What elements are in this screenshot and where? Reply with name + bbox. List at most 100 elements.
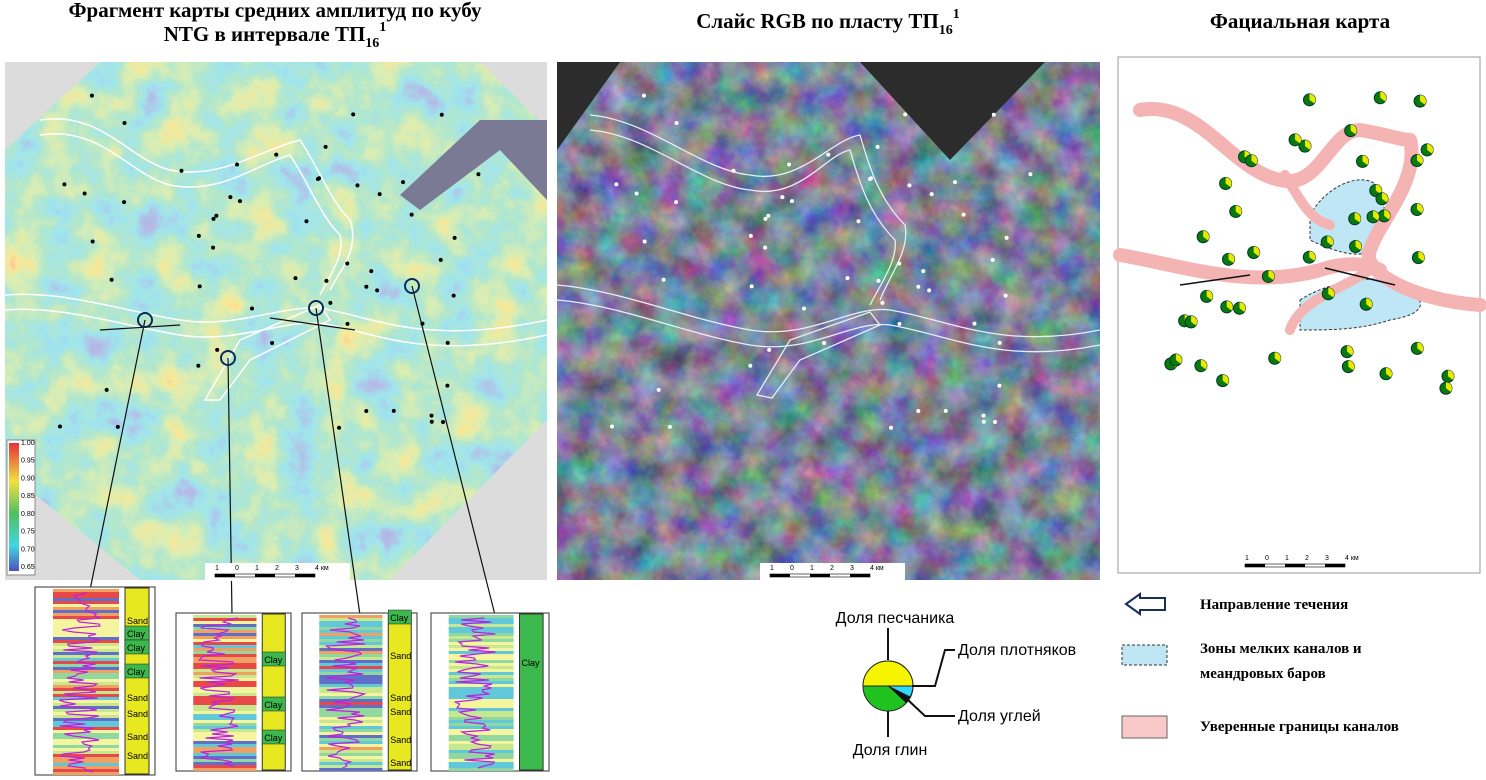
title: Фрагмент карты средних амплитуд по кубу <box>69 0 482 22</box>
well-dot <box>763 216 768 221</box>
well-dot <box>122 121 127 126</box>
log-band <box>319 759 383 762</box>
lith-clay <box>388 609 412 625</box>
well-pie-sand <box>1304 140 1311 150</box>
well-pie-sand <box>1382 192 1389 203</box>
log-band <box>448 723 514 726</box>
scale-label: 0 <box>1265 555 1269 562</box>
log-band <box>53 634 119 637</box>
log-band <box>53 652 119 655</box>
log-band <box>193 714 257 717</box>
scale-label: 1 <box>770 565 774 572</box>
well-dot <box>981 413 986 418</box>
lith-label: Sand <box>390 693 411 703</box>
well-pie-sand <box>1348 360 1355 371</box>
log-band <box>319 681 383 684</box>
log-band <box>319 753 383 756</box>
log-band <box>448 615 514 618</box>
well-dot <box>445 383 450 388</box>
well-dot <box>197 284 202 289</box>
log-band <box>448 708 514 711</box>
log-band <box>448 669 514 672</box>
well-dot <box>748 233 753 238</box>
well-dot <box>109 277 114 282</box>
well-dot <box>345 261 350 266</box>
well-dot <box>82 191 87 196</box>
well-dot <box>674 121 679 126</box>
log-band <box>193 687 257 690</box>
log-band <box>53 643 119 646</box>
well-pie-sand <box>1375 184 1382 195</box>
well-pie-sand <box>1295 133 1302 144</box>
well-dot <box>429 419 434 424</box>
well-dot <box>211 245 216 250</box>
log-curve <box>324 617 367 769</box>
log-band <box>319 714 383 717</box>
log-band <box>193 651 257 654</box>
log-band <box>53 766 119 769</box>
scale-bar-seg <box>255 574 275 577</box>
colorbar-label: 0.90 <box>21 475 35 482</box>
log-band <box>448 744 514 747</box>
log-band <box>319 675 383 678</box>
well-dot <box>907 183 912 188</box>
log-band <box>193 702 257 705</box>
well-dot <box>328 300 333 305</box>
colorbar-label: 0.95 <box>21 458 35 465</box>
well-dot <box>351 112 356 117</box>
log-band <box>53 703 119 706</box>
well-pie-sand <box>1309 93 1316 104</box>
lith-label: Clay <box>264 700 283 710</box>
log-band <box>319 633 383 636</box>
log-band <box>319 756 383 759</box>
log-band <box>448 684 514 687</box>
log-band <box>319 684 383 687</box>
pie-sand <box>862 660 914 687</box>
well-pie-sand <box>1203 230 1210 241</box>
pie-label: Доля глин <box>853 742 928 759</box>
well-dot <box>369 269 374 274</box>
well-pie-sand <box>1328 287 1335 298</box>
log-band <box>193 729 257 732</box>
well-dot <box>249 306 254 311</box>
log-band <box>193 684 257 687</box>
log-band <box>319 762 383 765</box>
pie-leader <box>887 628 955 737</box>
well-dot <box>748 363 753 368</box>
legend-label: Направление течения <box>1200 597 1348 613</box>
log-band <box>448 633 514 636</box>
scale-label: 3 <box>1325 555 1329 562</box>
well-dot <box>990 257 995 262</box>
well-dot <box>377 192 382 197</box>
scale-bar: 1 0 1 2 3 4 км <box>214 565 329 578</box>
log-band <box>448 630 514 633</box>
scale-bar-seg <box>215 574 235 577</box>
log-band <box>193 750 257 753</box>
log-band <box>193 705 257 708</box>
log-band <box>448 753 514 756</box>
well-pie-sand <box>1373 210 1380 221</box>
well-dot <box>1003 293 1008 298</box>
log-band <box>53 718 119 721</box>
log-band <box>319 711 383 714</box>
log-band <box>319 618 383 621</box>
log-band <box>193 627 257 630</box>
scale-label: 4 км <box>315 565 329 572</box>
log-band <box>53 595 119 598</box>
log-band <box>193 717 257 720</box>
legend-label: Уверенные границы каналов <box>1200 719 1399 735</box>
well-pie-sand <box>1366 298 1373 308</box>
well-dot <box>445 340 450 345</box>
well-dot <box>614 182 619 187</box>
log-band <box>53 727 119 730</box>
scale-bar-seg <box>810 574 830 577</box>
well-dot <box>122 200 127 205</box>
log-curve <box>197 617 240 769</box>
log-band <box>319 735 383 738</box>
log-band <box>319 738 383 741</box>
log-band <box>448 702 514 705</box>
log-band <box>319 657 383 660</box>
well-dot <box>215 347 220 352</box>
lith-label: Sand <box>127 732 148 742</box>
scale-label: 3 <box>850 565 854 572</box>
